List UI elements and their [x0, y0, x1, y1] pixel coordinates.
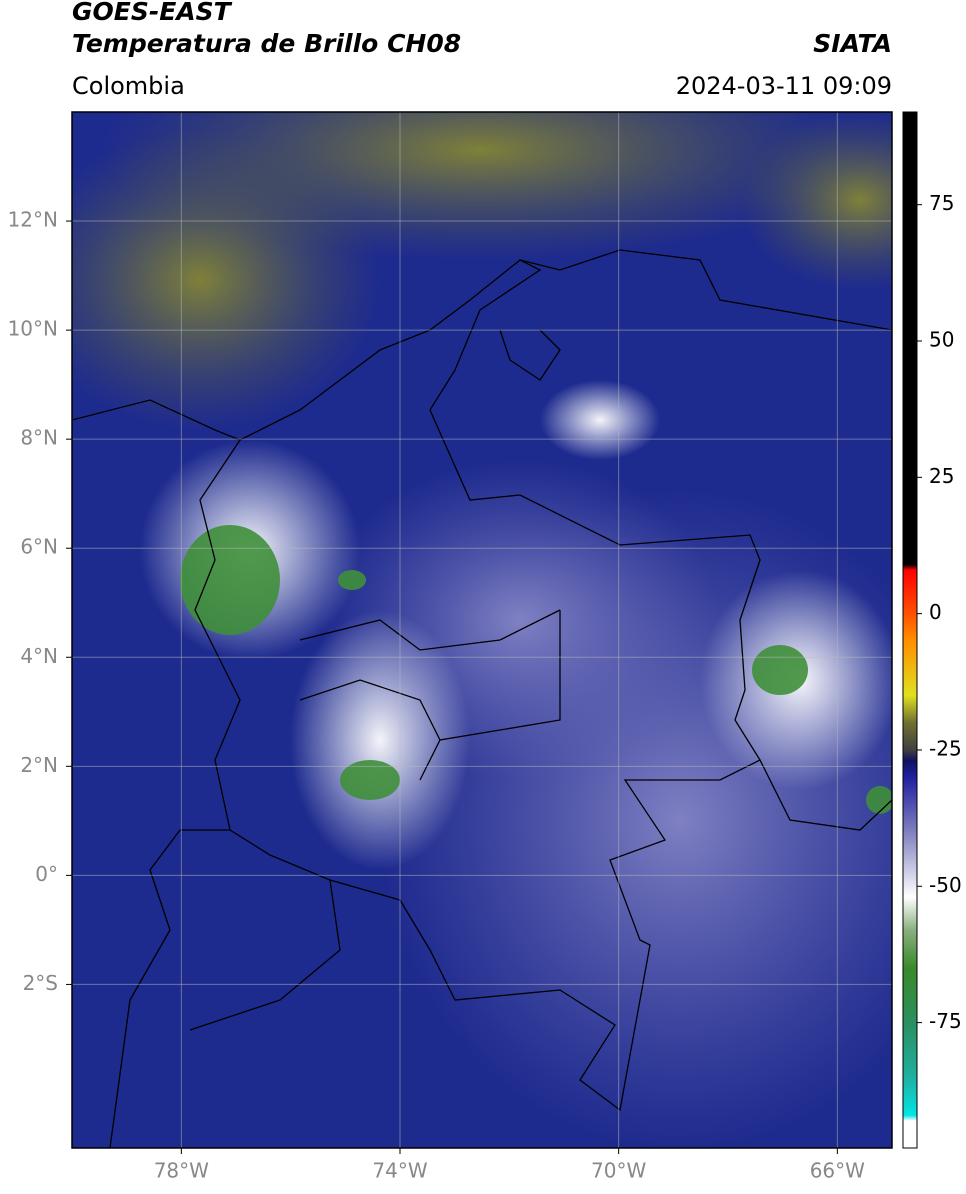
colorbar-tick-label: 25 [929, 464, 954, 488]
region: Colombia [72, 72, 185, 100]
lon-tick-label: 78°W [154, 1159, 209, 1183]
colorbar-tick-label: 50 [929, 328, 954, 352]
lat-tick-label: 8°N [20, 426, 58, 450]
title: GOES-EAST [72, 0, 233, 26]
colorbar-tick-label: -25 [929, 736, 962, 760]
colorbar-tick-label: 75 [929, 191, 954, 215]
colorbar-tick-label: 0 [929, 600, 942, 624]
map-frame [71, 111, 893, 1149]
lat-tick-label: 2°S [23, 971, 58, 995]
lat-tick-label: 4°N [20, 644, 58, 668]
grid [72, 112, 892, 1148]
colorbar [903, 112, 917, 1148]
lat-tick-label: 10°N [8, 317, 58, 341]
lon-tick-label: 70°W [591, 1159, 646, 1183]
lon-tick-label: 66°W [810, 1159, 865, 1183]
lat-tick-label: 2°N [20, 753, 58, 777]
lat-tick-label: 6°N [20, 535, 58, 559]
colorbar-tick-label: -75 [929, 1009, 962, 1033]
lat-tick-label: 0° [35, 862, 58, 886]
lat-tick-label: 12°N [8, 208, 58, 232]
subtitle: Temperatura de Brillo CH08 [72, 29, 461, 58]
colorbar-tick-label: -50 [929, 873, 962, 897]
source: SIATA [813, 29, 892, 58]
colorbar-frame [902, 111, 918, 1149]
lon-tick-label: 74°W [372, 1159, 427, 1183]
imagery [72, 112, 892, 1148]
datetime: 2024-03-11 09:09 [676, 72, 892, 100]
